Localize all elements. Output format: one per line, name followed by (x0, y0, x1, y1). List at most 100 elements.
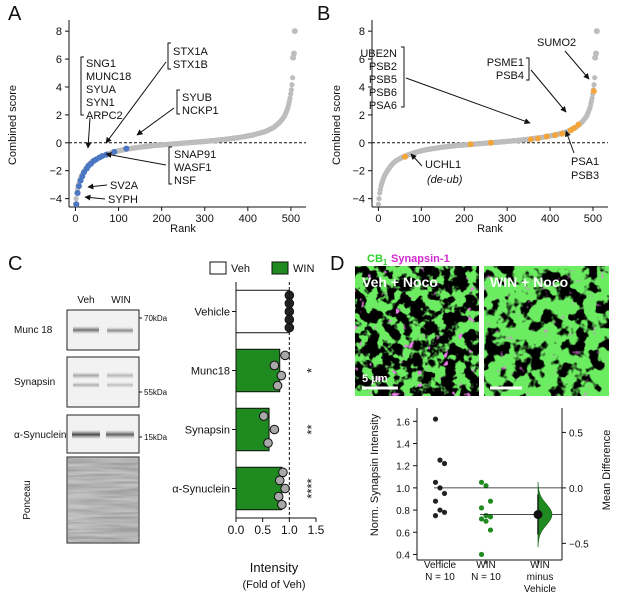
y-tick-label: 1.0 (396, 484, 410, 495)
significance-stars: * (304, 368, 319, 373)
x-tick-label: 400 (239, 213, 257, 225)
data-point (478, 516, 485, 522)
mean-difference-point (533, 510, 543, 520)
data-point (376, 196, 382, 202)
data-point (441, 509, 448, 515)
y-tick-label: 1.2 (396, 462, 410, 473)
annotation-psme1-group: PSME1 PSB4 (487, 57, 567, 113)
data-point (375, 201, 382, 207)
estimation-label: WIN minus Vehicle (524, 560, 557, 595)
data-point (478, 505, 485, 511)
panel-b-xlabel: Rank (477, 223, 503, 235)
highlighted-point (74, 190, 81, 197)
blot-marker-55: 55kDa (144, 388, 168, 397)
band (73, 372, 99, 379)
highlighted-point (571, 125, 578, 132)
highlighted-point (527, 136, 534, 143)
data-point (291, 28, 298, 35)
annotation-snap91-group: SNAP91 WASF1 NSF (105, 146, 216, 187)
highlighted-point (552, 132, 559, 139)
annotation-sv2a: SV2A (87, 180, 139, 192)
data-point (483, 518, 489, 524)
y-tick-label: 1.6 (396, 417, 410, 428)
replicate-point (269, 360, 280, 371)
data-point (593, 28, 600, 35)
data-point (487, 514, 494, 520)
y-tick-label: 2 (56, 110, 62, 122)
y-tick-label: −2 (352, 166, 365, 178)
annotation-stx1a-group: STX1A STX1B (105, 42, 209, 144)
y-tick-label: 0 (56, 138, 62, 150)
x-tick-label: 0 (72, 213, 78, 225)
y-tick-label: 8 (56, 26, 62, 38)
y-tick-label: 0.8 (396, 506, 410, 517)
blot-lane-win: WIN (111, 295, 130, 306)
blot-marker-15: 15kDa (144, 433, 168, 442)
replicate-point (258, 411, 269, 421)
replicate-point (276, 370, 287, 381)
bar (235, 289, 290, 334)
data-point (487, 498, 494, 504)
data-point (441, 460, 448, 467)
panel-d: D CB1 Synapsin-1 Veh + Noco 5 μm WIN + N… (330, 253, 613, 595)
group-win-n: N = 10 (471, 572, 501, 583)
panel-d-ylabel: Norm. Synapsin Intensity (369, 413, 381, 536)
x-tick-label: 400 (541, 213, 559, 225)
micrograph-veh-label: Veh + Noco (362, 274, 438, 290)
y-tick-label: 8 (359, 26, 365, 38)
data-point (289, 82, 295, 88)
y-tick-label: 0 (359, 138, 365, 150)
y-tick-label: −2 (49, 166, 62, 178)
micrograph-win: WIN + Noco (484, 266, 609, 396)
svg-text:(de-ub): (de-ub) (427, 174, 463, 186)
x-tick-label: 1.5 (308, 523, 325, 537)
replicate-point (272, 380, 283, 391)
data-point (592, 75, 598, 81)
y-tick-label: 4 (56, 82, 62, 94)
x-tick-label: 0.5 (254, 523, 271, 537)
panel-d-letter: D (330, 253, 344, 275)
panel-d-ylabel-right: Mean Difference (601, 430, 613, 511)
blot-label-synuclein: α-Synuclein (14, 430, 66, 441)
annotation-psa1-group: PSA1 PSB3 (565, 130, 599, 182)
legend-cb1: CB1 (367, 253, 388, 267)
legend-win-label: WIN (293, 263, 314, 275)
ponceau-texture (68, 458, 138, 542)
highlighted-point (559, 130, 566, 137)
annotation-syph: SYPH (84, 194, 138, 206)
micrograph-legend: CB1 Synapsin-1 (367, 253, 450, 267)
data-point (288, 87, 294, 93)
x-tick-label: 200 (455, 213, 473, 225)
data-point (591, 82, 597, 88)
data-point (437, 507, 443, 513)
band (73, 382, 99, 388)
data-point (478, 551, 485, 558)
micrograph-veh: Veh + Noco 5 μm (355, 266, 479, 396)
data-point (437, 457, 443, 463)
significance-stars: ** (304, 424, 319, 434)
panel-a: A 0 100 200 300 400 500 −4 −2 0 2 4 6 8 Rank Combine… (7, 3, 306, 235)
x-tick-label: 500 (584, 213, 602, 225)
category-label: α-Synuclein (172, 484, 230, 496)
annotation-syub-group: SYUB NCKP1 (136, 89, 219, 136)
bar (235, 466, 283, 511)
data-point (478, 479, 485, 485)
data-point (432, 416, 439, 422)
highlighted-point (467, 141, 474, 148)
micrograph-win-label: WIN + Noco (490, 274, 568, 290)
annotation-sng1-group: SNG1 MUNC18 SYUA SYN1 ARPC2 (80, 56, 131, 149)
legend-veh-label: Veh (231, 263, 250, 275)
annotation-sumo2: SUMO2 (537, 37, 590, 80)
replicate-point (273, 491, 284, 502)
data-point (287, 95, 293, 101)
significance-stars: **** (304, 478, 319, 498)
blot-lane-veh: Veh (77, 295, 94, 306)
band (107, 382, 133, 388)
data-point (432, 498, 439, 504)
y-tick-label: −4 (49, 194, 62, 206)
